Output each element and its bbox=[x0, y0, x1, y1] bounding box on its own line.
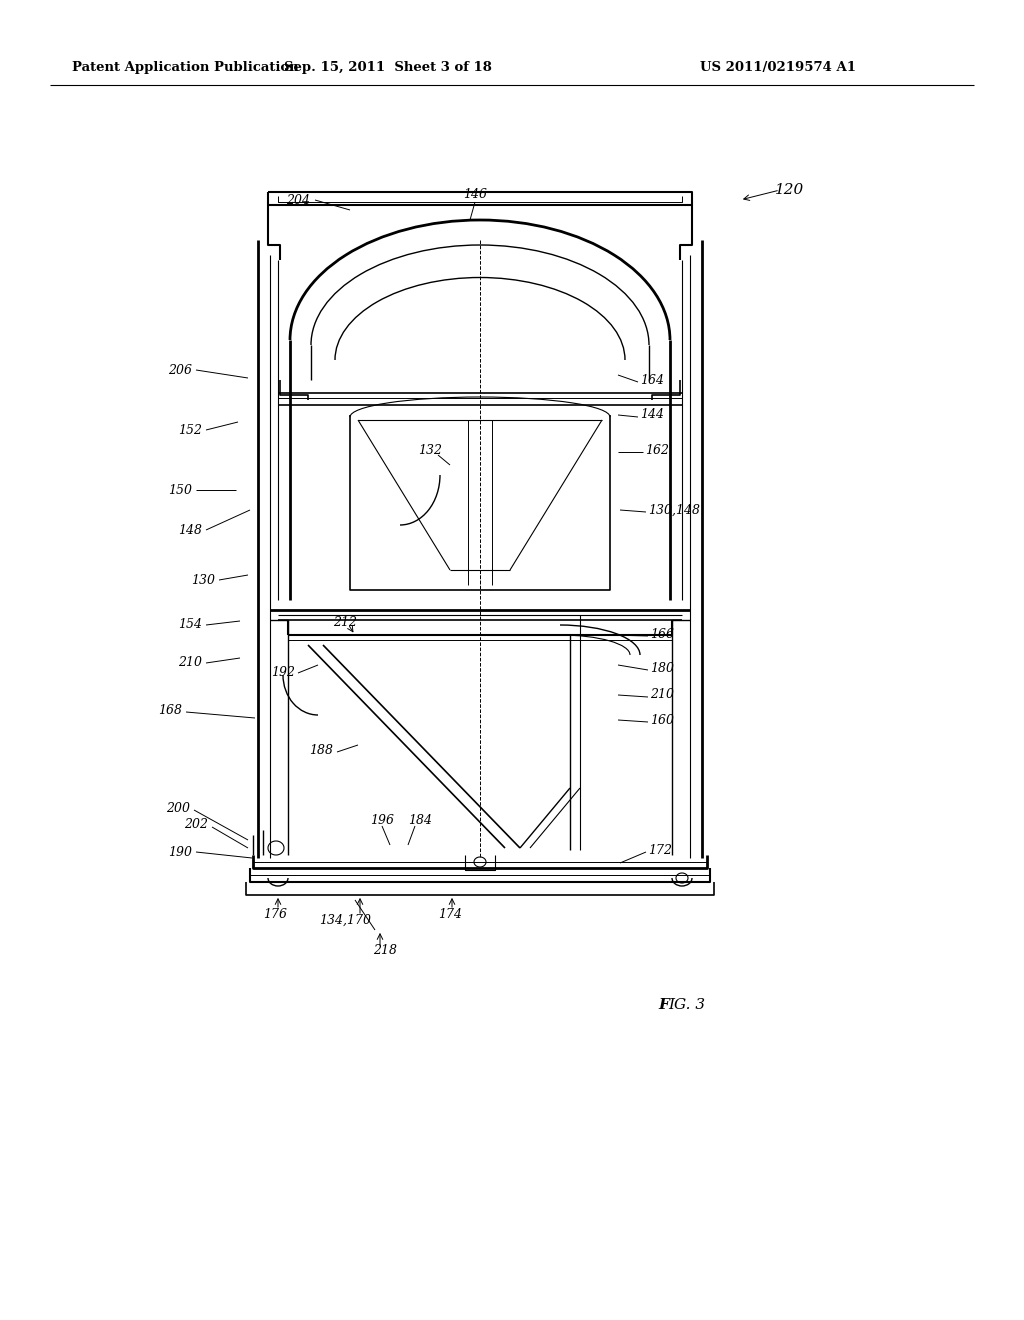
Text: IG. 3: IG. 3 bbox=[668, 998, 706, 1012]
Text: 174: 174 bbox=[438, 908, 462, 921]
Text: 210: 210 bbox=[178, 656, 202, 669]
Text: 202: 202 bbox=[184, 818, 208, 832]
Text: 150: 150 bbox=[168, 483, 193, 496]
Text: 200: 200 bbox=[166, 801, 190, 814]
Text: 176: 176 bbox=[263, 908, 287, 921]
Text: 210: 210 bbox=[650, 689, 674, 701]
Text: 132: 132 bbox=[418, 444, 442, 457]
Text: 166: 166 bbox=[650, 627, 674, 640]
Text: 164: 164 bbox=[640, 374, 664, 387]
Text: F: F bbox=[658, 998, 669, 1012]
Text: 184: 184 bbox=[408, 813, 432, 826]
Text: 196: 196 bbox=[370, 813, 394, 826]
Text: 148: 148 bbox=[178, 524, 202, 536]
Text: 204: 204 bbox=[286, 194, 310, 206]
Text: 134,170: 134,170 bbox=[319, 913, 371, 927]
Text: 162: 162 bbox=[645, 444, 669, 457]
Text: Sep. 15, 2011  Sheet 3 of 18: Sep. 15, 2011 Sheet 3 of 18 bbox=[284, 62, 492, 74]
Text: 154: 154 bbox=[178, 619, 202, 631]
Text: 168: 168 bbox=[158, 704, 182, 717]
Text: 130: 130 bbox=[191, 573, 215, 586]
Text: 160: 160 bbox=[650, 714, 674, 726]
Text: US 2011/0219574 A1: US 2011/0219574 A1 bbox=[700, 62, 856, 74]
Text: 188: 188 bbox=[309, 743, 333, 756]
Text: 172: 172 bbox=[648, 843, 672, 857]
Text: 212: 212 bbox=[333, 616, 357, 630]
Text: 192: 192 bbox=[271, 665, 295, 678]
Text: 144: 144 bbox=[640, 408, 664, 421]
Text: 152: 152 bbox=[178, 424, 202, 437]
Text: 206: 206 bbox=[168, 363, 193, 376]
Text: 130,148: 130,148 bbox=[648, 503, 700, 516]
Text: 218: 218 bbox=[373, 944, 397, 957]
Text: 120: 120 bbox=[775, 183, 805, 197]
Text: 180: 180 bbox=[650, 661, 674, 675]
Text: 190: 190 bbox=[168, 846, 193, 858]
Text: 146: 146 bbox=[463, 189, 487, 202]
Text: Patent Application Publication: Patent Application Publication bbox=[72, 62, 299, 74]
